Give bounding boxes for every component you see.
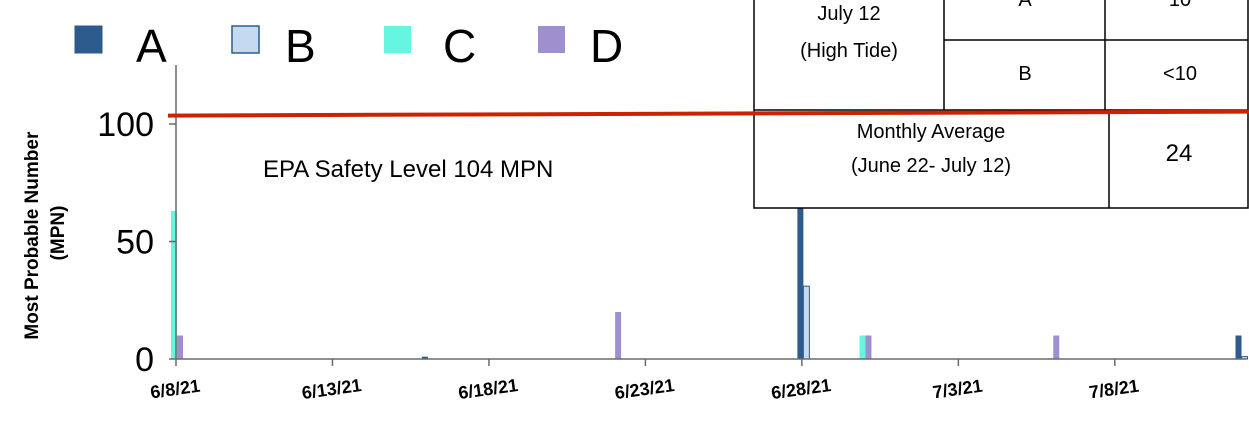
bar-series-b [802,285,810,360]
table-site-b: B [1018,63,1031,85]
bar-series-d [615,312,622,359]
table-avg-label-line2: (June 22- July 12) [851,155,1011,177]
table-date-label-line2: (High Tide) [800,40,898,62]
bar-series-a [421,356,428,359]
legend-label-c: C [443,20,476,72]
x-tick-label: 6/28/21 [770,375,832,403]
y-tick-label: 100 [97,106,154,144]
table-site-a: A [1018,0,1032,11]
y-tick-label: 0 [135,341,154,379]
bar-series-c [171,210,177,359]
x-tick-label: 6/23/21 [613,375,675,403]
table-value-a: 10 [1169,0,1191,11]
bar-series-a [1235,335,1242,359]
x-tick-label: 7/3/21 [931,376,983,403]
legend: A B C D [74,20,623,72]
epa-safety-line [167,109,1249,118]
legend-label-d: D [590,20,623,72]
legend-label-b: B [285,20,316,72]
y-tick-label: 50 [116,224,154,262]
legend-swatch-d [538,26,565,53]
data-table: July 12 (High Tide) A 10 B <10 Monthly A… [753,0,1249,209]
y-axis-label: Most Probable Number (MPN) [22,126,69,339]
legend-swatch-a [74,25,103,54]
table-avg-value: 24 [1166,140,1193,167]
x-ticks: 6/8/21 6/13/21 6/18/21 6/23/21 6/28/21 7/3/21… [149,359,1140,403]
legend-swatch-b [231,25,260,54]
legend-swatch-c [384,26,411,53]
bar-series-c [859,335,866,359]
x-tick-label: 6/8/21 [149,376,201,403]
bar-series-d [1053,335,1060,359]
legend-label-a: A [136,20,167,72]
x-tick-label: 6/13/21 [301,375,363,403]
table-avg-label-line1: Monthly Average [857,121,1006,143]
bar-series-d [865,335,872,359]
x-tick-label: 6/18/21 [457,375,519,403]
table-value-b: <10 [1163,63,1197,85]
bar-series-d [177,335,183,359]
y-ticks: 0 50 100 [97,106,176,379]
reference-line-label: EPA Safety Level 104 MPN [263,156,553,183]
table-date-label-line1: July 12 [817,3,880,25]
x-tick-label: 7/8/21 [1088,376,1140,403]
